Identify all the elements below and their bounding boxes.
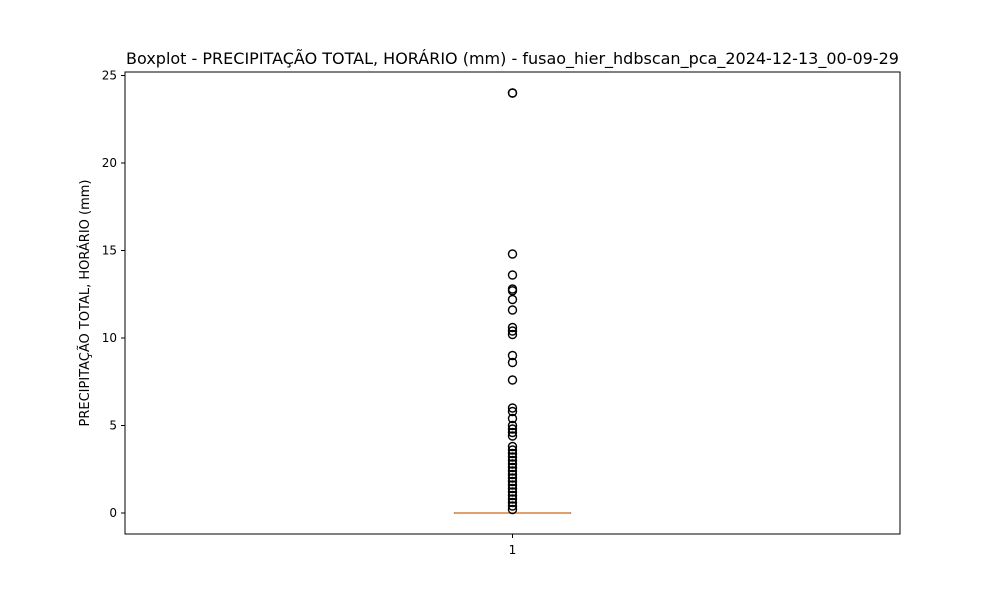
outlier-point (507, 406, 518, 417)
outlier-point (507, 329, 518, 340)
outlier-point (507, 476, 518, 487)
outlier-point (507, 294, 518, 305)
outlier-point (507, 490, 518, 501)
outlier-point (507, 487, 518, 497)
outlier-point (507, 480, 518, 490)
chart-title: Boxplot - PRECIPITAÇÃO TOTAL, HORÁRIO (m… (126, 49, 899, 69)
outlier-point (507, 473, 518, 483)
outlier-point (507, 504, 518, 515)
outlier-point (507, 494, 518, 504)
outlier-point (507, 427, 518, 438)
outlier-point (507, 413, 518, 424)
outlier-point (507, 375, 518, 385)
outlier-point (507, 322, 518, 333)
y-axis-label: PRECIPITAÇÃO TOTAL, HORÁRIO (mm) (77, 180, 93, 427)
plot-area: 0 5 10 15 20 25 1 (102, 69, 572, 557)
outlier-point (507, 445, 518, 455)
outlier-point (507, 466, 518, 476)
outlier-point (507, 441, 518, 452)
outlier-point (507, 424, 518, 434)
outlier-point (507, 501, 518, 511)
y-tick-label: 25 (102, 69, 117, 83)
y-tick-label: 15 (102, 244, 117, 258)
x-tick-label: 1 (509, 543, 517, 557)
outlier-point (507, 459, 518, 469)
outlier-point (507, 270, 518, 280)
outlier-point (507, 350, 518, 361)
outlier-point (507, 305, 518, 315)
outlier-point (507, 431, 518, 441)
outlier-point (507, 483, 518, 494)
outlier-point (507, 403, 518, 413)
outlier-point (507, 88, 518, 98)
plot-frame (124, 71, 901, 535)
y-tick-label: 0 (109, 506, 117, 520)
outlier-point (507, 497, 518, 508)
outlier-point (507, 249, 518, 259)
outlier-point (507, 357, 518, 368)
outlier-point (507, 448, 518, 459)
outlier-point (507, 326, 518, 336)
outlier-point (507, 286, 518, 296)
outlier-point (507, 469, 518, 480)
outlier-point (507, 452, 518, 462)
outlier-point (507, 455, 518, 466)
outlier-point (507, 462, 518, 473)
y-tick-label: 10 (102, 331, 117, 345)
outlier-point (507, 420, 518, 431)
y-tick-label: 20 (102, 156, 117, 170)
y-tick-label: 5 (109, 419, 117, 433)
